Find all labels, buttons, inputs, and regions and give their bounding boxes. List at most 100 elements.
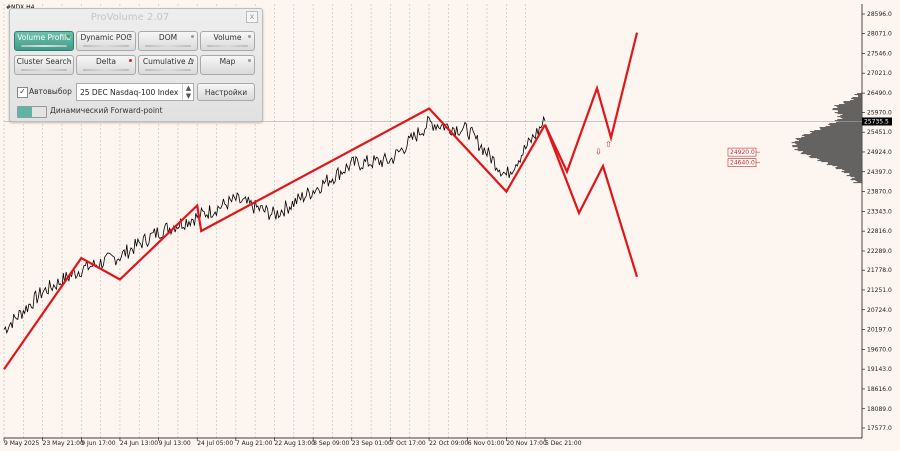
- profile-bar: [840, 117, 862, 119]
- y-tick-label: 22816.0: [867, 228, 892, 235]
- y-tick-label: 27546.0: [867, 50, 892, 57]
- x-tick-label: 7 Oct 17:00: [390, 440, 425, 447]
- y-tick-label: 18089.0: [867, 406, 892, 413]
- profile-bar: [861, 92, 862, 94]
- profile-bar: [825, 126, 862, 128]
- profile-bar: [843, 172, 862, 174]
- profile-bar: [820, 129, 862, 131]
- volume-profile-button[interactable]: Volume Profile: [14, 31, 74, 51]
- x-tick-label: 8 Sep 09:00: [313, 440, 349, 447]
- profile-bar: [850, 176, 862, 178]
- slider-bar: [21, 69, 67, 71]
- x-tick-label: 9 May 2025: [4, 440, 39, 447]
- profile-bar: [835, 122, 862, 124]
- auto-select-checkbox[interactable]: ✓: [17, 87, 28, 98]
- profile-bar: [828, 124, 862, 126]
- profile-bar: [849, 174, 862, 176]
- button-label: Volume Profile: [17, 33, 71, 42]
- profile-bar: [853, 182, 862, 184]
- dom-button[interactable]: DOM: [138, 31, 198, 51]
- volume-button[interactable]: Volume: [200, 31, 255, 51]
- profile-bar: [840, 115, 862, 117]
- profile-bar: [817, 160, 862, 162]
- slider-bar: [83, 45, 129, 47]
- profile-bar: [799, 140, 862, 142]
- down-arrow-icon: ⇩: [595, 148, 602, 157]
- profile-bar: [844, 170, 862, 172]
- dynamic-poc-button[interactable]: Dynamic POC: [76, 31, 136, 51]
- profile-bar: [857, 93, 862, 95]
- profile-bar: [832, 165, 862, 167]
- button-label: Dynamic POC: [80, 33, 132, 42]
- profile-bar: [852, 97, 862, 99]
- price-line: [3, 115, 546, 335]
- y-tick-label: 22289.0: [867, 248, 892, 255]
- x-tick-label: 9 Jun 17:00: [81, 440, 115, 447]
- spinner-arrows-icon[interactable]: ▲ ▼: [182, 84, 194, 100]
- slider-bar: [145, 69, 191, 71]
- profile-bar: [842, 118, 862, 120]
- profile-bar: [810, 157, 862, 159]
- y-tick-label: 28071.0: [867, 31, 892, 38]
- profile-bar: [814, 130, 862, 132]
- map-button[interactable]: Map: [200, 55, 255, 75]
- profile-bar: [801, 152, 862, 154]
- profile-bar: [791, 142, 862, 144]
- status-led-icon: [129, 59, 132, 62]
- profile-bar: [820, 128, 862, 130]
- close-icon[interactable]: x: [246, 11, 258, 23]
- status-led-icon: [67, 35, 70, 38]
- status-led-icon: [248, 59, 251, 62]
- provolume-panel: ProVolume 2.07 x Volume Profile Dynamic …: [9, 8, 263, 122]
- forecast-down-line: [543, 124, 639, 278]
- status-led-icon: [129, 35, 132, 38]
- profile-bar: [854, 177, 862, 179]
- profile-bar: [806, 154, 862, 156]
- forward-point-label: Динамический Forward-point: [50, 106, 163, 115]
- y-tick-label: 19670.0: [867, 346, 892, 353]
- cluster-search-button[interactable]: Cluster Search: [14, 55, 74, 75]
- instrument-select[interactable]: 25 DEC Nasdaq-100 Index: [76, 83, 194, 101]
- x-tick-label: 6 Nov 01:00: [468, 440, 505, 447]
- slider-bar: [207, 45, 248, 47]
- button-label: Volume: [213, 33, 242, 42]
- profile-bar: [811, 132, 862, 134]
- profile-bar: [834, 105, 862, 107]
- profile-bar: [819, 159, 862, 161]
- y-tick-label: 26490.0: [867, 90, 892, 97]
- level-label: 24640.0: [730, 160, 755, 167]
- profile-bar: [837, 119, 862, 121]
- profile-bar: [810, 155, 862, 157]
- level-box: [727, 158, 757, 167]
- current-price-box: [862, 117, 892, 126]
- profile-bar: [827, 163, 862, 165]
- profile-bar: [803, 151, 862, 153]
- profile-bar: [844, 103, 862, 105]
- profile-bar: [834, 112, 862, 114]
- profile-bar: [827, 162, 862, 164]
- profile-bar: [851, 178, 862, 180]
- profile-bar: [837, 107, 862, 109]
- profile-bar: [819, 127, 862, 129]
- settings-button[interactable]: Настройки: [197, 83, 255, 101]
- profile-bar: [841, 171, 862, 173]
- delta-button[interactable]: Delta: [76, 55, 136, 75]
- level-label: 24920.0: [730, 149, 755, 156]
- profile-bar: [795, 143, 862, 145]
- profile-bar: [843, 101, 862, 103]
- x-tick-label: 24 Jun 13:00: [120, 440, 158, 447]
- slider-bar: [21, 45, 67, 47]
- status-led-icon: [191, 59, 194, 62]
- profile-bar: [835, 167, 862, 169]
- profile-bar: [842, 169, 862, 171]
- x-tick-label: 5 Dec 21:00: [545, 440, 582, 447]
- profile-bar: [817, 158, 862, 160]
- cumulative-delta-button[interactable]: Cumulative Δ: [138, 55, 198, 75]
- forward-point-toggle[interactable]: [17, 106, 47, 118]
- profile-bar: [842, 114, 862, 116]
- profile-bar: [854, 94, 862, 96]
- button-label: Delta: [95, 57, 116, 66]
- profile-bar: [853, 99, 862, 101]
- level-box: [727, 147, 757, 157]
